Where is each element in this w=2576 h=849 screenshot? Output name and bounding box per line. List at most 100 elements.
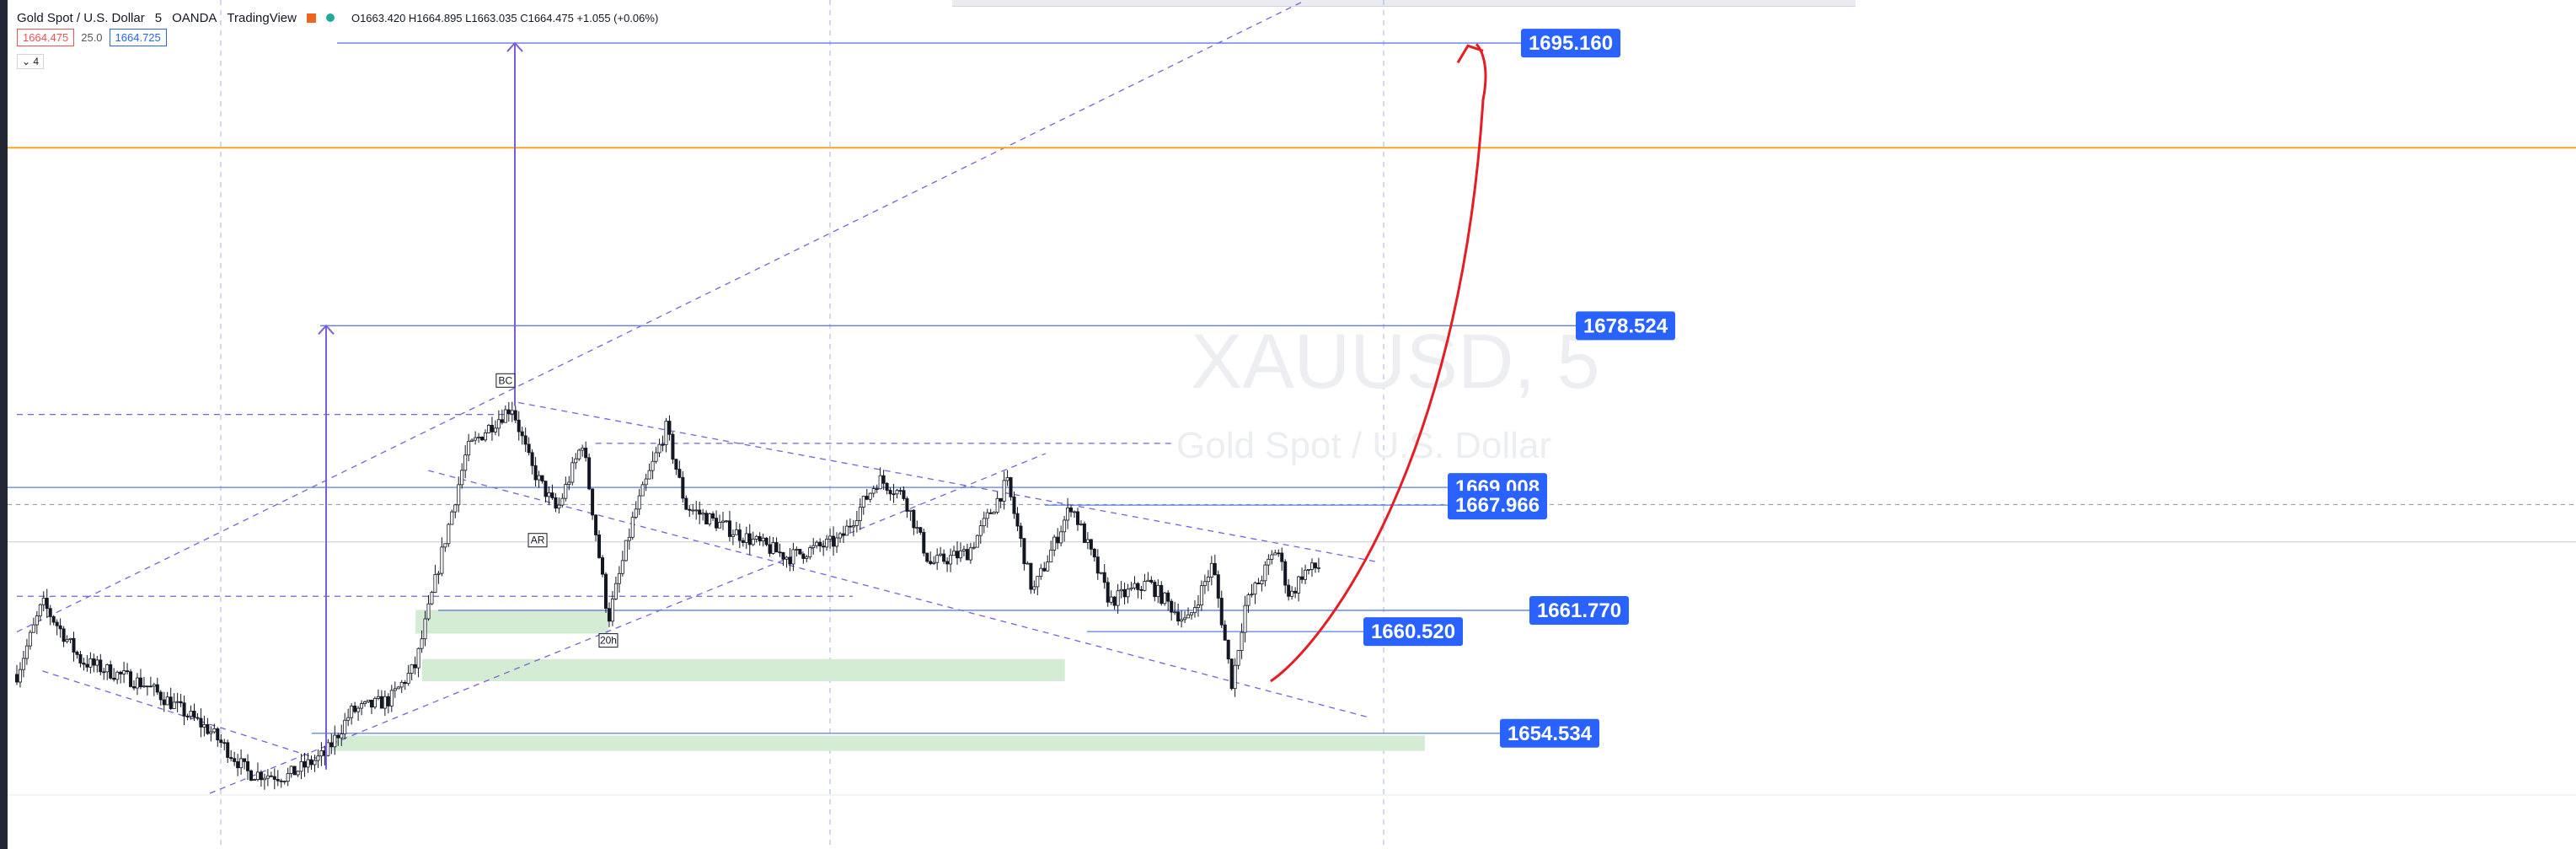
candle-body — [236, 761, 240, 769]
candle-body — [65, 639, 69, 642]
candle-body — [175, 701, 179, 703]
candle-body — [878, 475, 882, 490]
candle-body — [340, 733, 344, 739]
candle-body — [1056, 536, 1060, 544]
candle-body — [126, 670, 130, 673]
candle-body — [808, 547, 812, 558]
annotation-text: BC — [499, 374, 513, 386]
candle-body — [24, 645, 29, 659]
candle-body — [1046, 562, 1050, 572]
candle-body — [825, 539, 829, 548]
candle-body — [135, 677, 139, 689]
bid-ask-box: 1664.475 25.0 1664.725 — [17, 29, 167, 46]
candle-body — [169, 696, 173, 709]
candle-body — [720, 520, 725, 523]
candle-body — [835, 537, 839, 547]
platform: TradingView — [227, 10, 297, 25]
symbol-legend[interactable]: Gold Spot / U.S. Dollar 5 OANDA TradingV… — [17, 8, 658, 27]
candle-body — [972, 546, 976, 549]
candle-body — [657, 443, 661, 454]
candle-body — [75, 652, 79, 655]
candle-body — [1092, 549, 1096, 558]
candle-body — [158, 691, 163, 701]
candle-body — [1304, 569, 1308, 580]
candle-body — [182, 702, 186, 717]
candle-body — [982, 518, 986, 527]
candle-body — [932, 562, 936, 564]
price-label-box — [1500, 718, 1599, 748]
candle-body — [78, 653, 83, 664]
candle-body — [530, 452, 534, 466]
candle-body — [272, 776, 276, 780]
candle-body — [912, 509, 916, 529]
candle-body — [570, 462, 575, 483]
interval[interactable]: 5 — [154, 10, 163, 25]
candle-body — [467, 440, 471, 456]
candle-body — [296, 771, 300, 776]
bid-price[interactable]: 1664.475 — [17, 29, 75, 46]
candle-body — [1297, 576, 1301, 594]
candle-body — [771, 542, 775, 554]
candle-body — [506, 409, 511, 415]
candle-body — [162, 699, 166, 706]
candle-body — [832, 535, 836, 547]
candle-body — [935, 555, 940, 563]
candle-body — [399, 681, 404, 688]
symbol-name[interactable]: Gold Spot / U.S. Dollar — [17, 10, 145, 25]
candle-body — [698, 509, 702, 515]
candle-body — [955, 551, 959, 559]
ask-price[interactable]: 1664.725 — [109, 29, 167, 46]
candle-body — [430, 592, 434, 605]
candle-body — [376, 696, 380, 699]
candle-body — [905, 498, 909, 512]
candle-body — [1216, 574, 1220, 599]
price-label-box — [1363, 617, 1463, 647]
candle-body — [961, 549, 966, 551]
candle-body — [185, 715, 190, 717]
symbol-watermark: XAUUSD, 5 Gold Spot / U.S. Dollar — [1176, 319, 1600, 466]
chart-grid — [8, 0, 2576, 849]
candle-body — [212, 728, 217, 733]
price-label-text: 1678.524 — [1583, 314, 1668, 337]
candle-body — [945, 561, 950, 565]
demand-zone — [415, 610, 608, 634]
candle-body — [630, 517, 635, 538]
candle-body — [1139, 589, 1143, 591]
candle-body — [818, 541, 822, 547]
candle-body — [888, 490, 892, 495]
candle-body — [647, 470, 651, 480]
candle-body — [587, 457, 592, 490]
candle-body — [544, 481, 548, 497]
candle-body — [537, 475, 541, 481]
candle-body — [92, 658, 96, 666]
candle-body — [949, 555, 953, 565]
demand-zone — [331, 735, 1425, 751]
candle-body — [1136, 583, 1140, 590]
candle-body — [1106, 582, 1110, 603]
candle-body — [1267, 558, 1271, 566]
candle-body — [443, 543, 447, 548]
candle-body — [715, 518, 719, 529]
left-toolbar — [0, 0, 8, 849]
candle-body — [644, 478, 648, 486]
candle-body — [815, 541, 819, 546]
flag-icon[interactable] — [306, 13, 316, 23]
candle-body — [952, 551, 956, 556]
candle-body — [985, 512, 989, 519]
candle-body — [1009, 477, 1013, 497]
indicators-collapse-button[interactable]: ⌄ 4 — [17, 54, 45, 69]
market-status-icon — [325, 13, 335, 22]
candle-body — [1307, 568, 1311, 571]
candle-body — [724, 520, 728, 523]
candle-body — [360, 703, 364, 709]
candle-body — [48, 608, 52, 617]
candle-body — [28, 631, 32, 647]
lower-channel-line — [209, 453, 1047, 794]
candle-body — [129, 671, 133, 687]
demand-zones — [331, 610, 1425, 751]
price-label-text: 1667.966 — [1455, 494, 1540, 517]
candle-body — [637, 495, 641, 510]
candle-body — [708, 513, 712, 524]
candle-body — [229, 757, 233, 760]
